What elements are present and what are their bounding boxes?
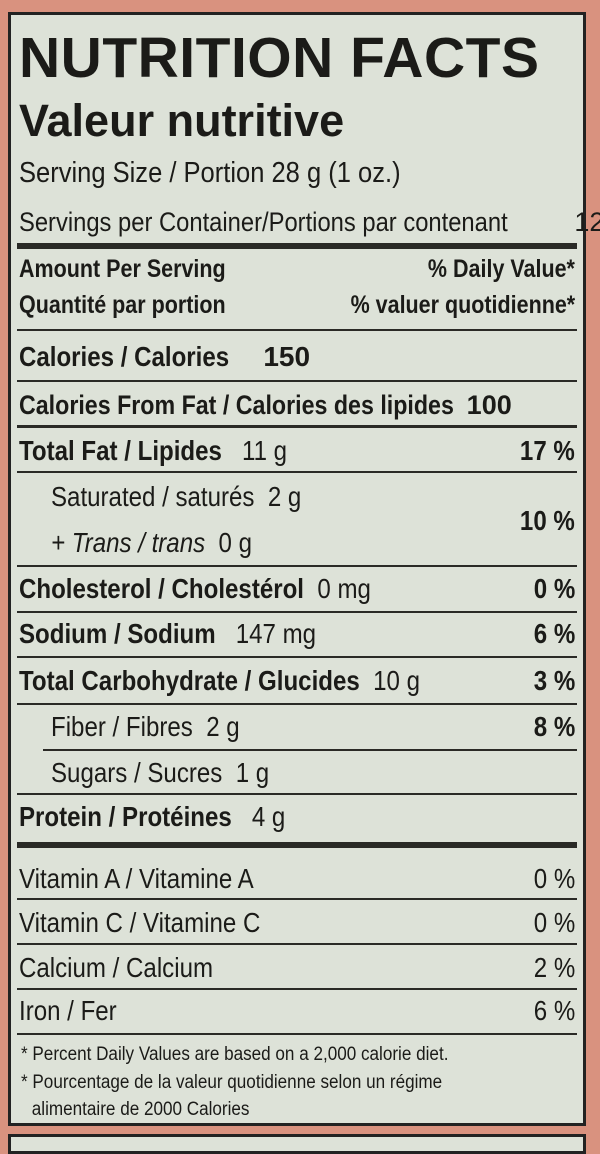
nutrient-row-trans: + Trans / trans 0 g	[51, 527, 252, 558]
nutrient-row-total-fat: Total Fat / Lipides 11 g 17 %	[19, 435, 575, 466]
footnote-en: * Percent Daily Values are based on a 2,…	[21, 1044, 449, 1065]
divider	[17, 1033, 577, 1035]
title-en: NUTRITION FACTS	[19, 26, 540, 90]
servings-per-container: Servings per Container/Portions par cont…	[19, 207, 600, 237]
saturated-trans-dv: 10 %	[520, 505, 575, 536]
divider	[17, 425, 577, 428]
divider	[17, 471, 577, 473]
title-fr: Valeur nutritive	[19, 95, 345, 146]
nutrient-row-protein: Protein / Protéines 4 g	[19, 801, 286, 832]
nutrient-row-sodium: Sodium / Sodium 147 mg 6 %	[19, 618, 575, 649]
vitamin-row: Calcium / Calcium 2 %	[19, 952, 575, 983]
divider	[17, 898, 577, 900]
divider	[17, 565, 577, 567]
header-en: Amount Per Serving% Daily Value*	[19, 255, 575, 283]
serving-size: Serving Size / Portion 28 g (1 oz.)	[19, 157, 401, 189]
divider	[17, 842, 577, 848]
divider	[17, 243, 577, 249]
calories-fat-row: Calories From Fat / Calories des lipides…	[19, 390, 512, 420]
nutrition-facts-label: NUTRITION FACTS Valeur nutritive Serving…	[8, 12, 600, 1126]
divider	[17, 656, 577, 658]
divider	[17, 380, 577, 382]
nutrient-row-saturated: Saturated / saturés 2 g	[51, 481, 302, 512]
divider	[17, 988, 577, 990]
nutrient-row-sugars: Sugars / Sucres 1 g	[51, 757, 270, 788]
divider	[17, 943, 577, 945]
divider	[17, 611, 577, 613]
divider	[17, 329, 577, 331]
nutrient-row-cholesterol: Cholesterol / Cholestérol 0 mg 0 %	[19, 573, 575, 604]
divider	[17, 793, 577, 795]
divider	[43, 749, 577, 751]
divider	[17, 703, 577, 705]
calories-row: Calories / Calories 150	[19, 341, 311, 372]
footnote-fr: * Pourcentage de la valeur quotidienne s…	[21, 1072, 443, 1120]
vitamin-row: Iron / Fer 6 %	[19, 995, 575, 1026]
header-fr: Quantité par portion% valuer quotidienne…	[19, 291, 575, 319]
next-label-edge	[8, 1134, 586, 1154]
